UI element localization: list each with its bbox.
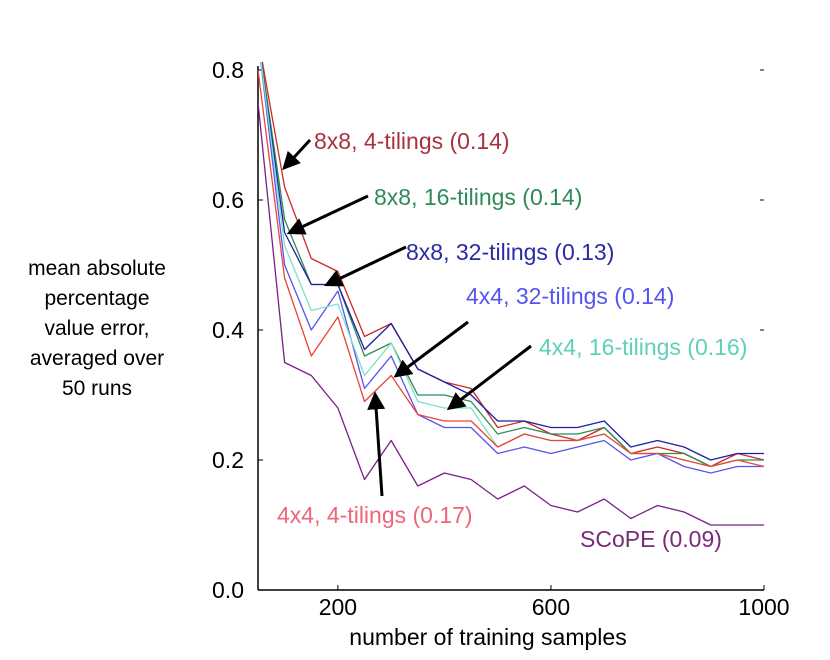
annotation-arrow: [323, 245, 407, 287]
series-line-4x4-4-tilings: [258, 69, 765, 468]
y-tick-label: 0.4: [212, 317, 244, 343]
annotation-label-4x4-16: 4x4, 16-tilings (0.16): [539, 334, 747, 360]
x-tick-label: 600: [532, 594, 570, 620]
annotation-label-8x8-32: 8x8, 32-tilings (0.13): [406, 239, 614, 265]
annotation-label-8x8-4: 8x8, 4-tilings (0.14): [314, 128, 510, 154]
series-line-4x4-32-tilings: [260, 62, 764, 474]
y-axis-label-line-4: averaged over: [30, 347, 164, 370]
series-line-8x8-32-tilings: [260, 62, 764, 461]
annotation-label-scope: SCoPE (0.09): [580, 526, 722, 552]
axes: [257, 66, 764, 591]
annotation-arrow: [282, 138, 312, 171]
annotation-arrow: [286, 194, 369, 235]
y-tick-label: 0.6: [212, 187, 244, 213]
annotation-label-4x4-4: 4x4, 4-tilings (0.17): [277, 502, 473, 528]
y-axis-label-line-2: percentage: [44, 287, 149, 310]
annotation-label-8x8-16: 8x8, 16-tilings (0.14): [374, 184, 582, 210]
x-ticks: 200 600 1000: [319, 585, 790, 620]
y-tick-label: 0.2: [212, 447, 244, 473]
annotation-arrow: [393, 320, 469, 378]
x-tick-label: 200: [319, 594, 357, 620]
x-tick-label: 1000: [738, 594, 789, 620]
annotation-arrow: [446, 344, 532, 411]
y-axis-label-line-5: 50 runs: [62, 377, 132, 400]
y-tick-label: 0.0: [212, 577, 244, 603]
annotation-label-4x4-32: 4x4, 32-tilings (0.14): [466, 283, 674, 309]
y-axis-label-line-1: mean absolute: [28, 257, 166, 280]
y-axis-label-line-3: value error,: [44, 317, 149, 340]
annotation-arrows: [282, 138, 532, 497]
series-line-scope: [258, 102, 764, 526]
y-tick-label: 0.8: [212, 57, 244, 83]
annotation-arrow: [367, 391, 386, 497]
x-axis-label: number of training samples: [349, 624, 626, 650]
